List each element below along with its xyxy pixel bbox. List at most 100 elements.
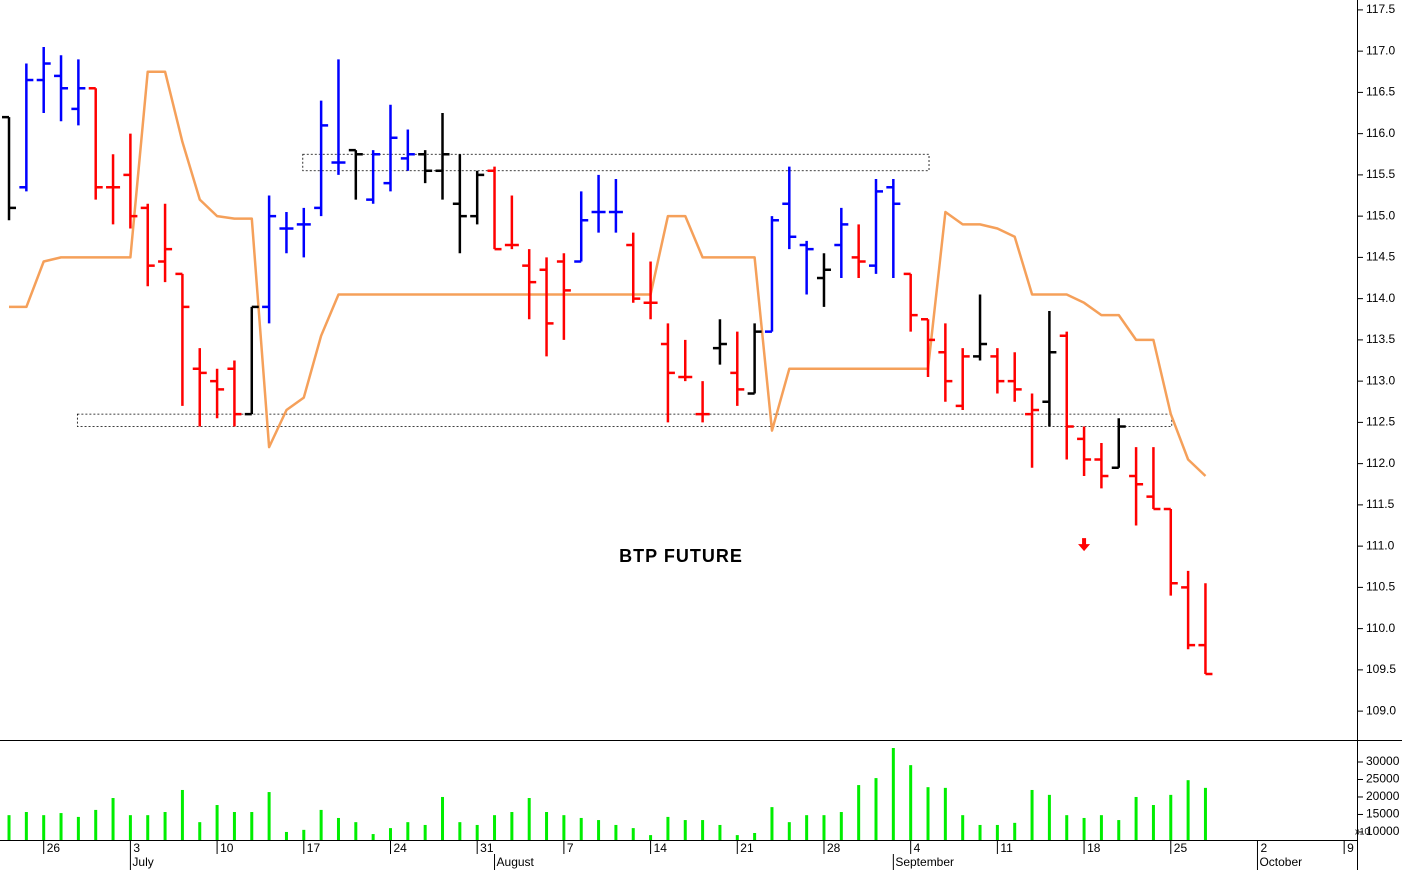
volume-bar (857, 785, 861, 840)
volume-bar (527, 798, 531, 840)
y-tick-label: 116.5 (1366, 85, 1395, 99)
volume-bar (284, 831, 288, 840)
volume-bar (978, 824, 982, 840)
x-tick-label: 17 (307, 841, 321, 855)
y-tick-label: 114.5 (1366, 250, 1395, 264)
y-tick-label: 111.0 (1366, 538, 1395, 552)
volume-bar (475, 824, 479, 840)
volume-bar (770, 807, 774, 840)
volume-bar (1117, 820, 1121, 840)
volume-bar (701, 820, 705, 840)
volume-bar (874, 778, 878, 840)
y-tick-label: 115.5 (1366, 167, 1395, 181)
x-tick-label: 10 (220, 841, 234, 855)
volume-bar (718, 824, 722, 840)
volume-bar (926, 787, 930, 840)
volume-bar (562, 815, 566, 840)
y-tick-label: 109.5 (1366, 662, 1396, 676)
y-tick-label: 110.5 (1366, 580, 1395, 594)
volume-tick-label: 30000 (1366, 754, 1400, 768)
price-zone (76, 413, 1173, 427)
volume-tick-label: 25000 (1366, 772, 1400, 786)
volume-bar (24, 812, 28, 840)
volume-bar (371, 834, 375, 840)
volume-bar (406, 822, 410, 840)
volume-bar (943, 787, 947, 840)
volume-bar (111, 798, 115, 840)
x-tick-label: 28 (827, 841, 841, 855)
volume-bar (753, 833, 757, 840)
volume-bar (1134, 796, 1138, 840)
x-tick-label: 11 (1000, 841, 1013, 855)
volume-bar (163, 812, 167, 840)
volume-bar (735, 835, 739, 840)
volume-bar (1099, 815, 1103, 840)
y-tick-label: 113.5 (1366, 332, 1395, 346)
y-tick-label: 113.0 (1366, 373, 1395, 387)
volume-bar (839, 812, 843, 840)
volume-bar (232, 812, 236, 840)
volume-bar (909, 765, 913, 840)
x-tick-label: 31 (480, 841, 494, 855)
volume-tick-label: 20000 (1366, 789, 1400, 803)
volume-bar (597, 820, 601, 840)
x-tick-label: 3 (133, 841, 140, 855)
volume-bar (250, 812, 254, 840)
volume-bar (336, 817, 340, 840)
volume-bar (7, 815, 11, 840)
volume-bar (1082, 817, 1086, 840)
volume-bar (354, 822, 358, 840)
volume-bar (1013, 822, 1017, 840)
volume-bar (805, 815, 809, 840)
y-tick-label: 114.0 (1366, 291, 1395, 305)
volume-bar (458, 822, 462, 840)
month-label: August (497, 855, 535, 869)
volume-bar (59, 813, 63, 840)
volume-tick-label: 10000 (1366, 824, 1400, 838)
volume-bar (146, 815, 150, 840)
volume-bar (683, 820, 687, 840)
month-label: October (1259, 855, 1302, 869)
x-tick-label: 2 (1260, 841, 1267, 855)
volume-bar (267, 792, 271, 840)
x-tick-label: 9 (1347, 841, 1354, 855)
y-tick-label: 112.5 (1366, 415, 1395, 429)
volume-bar (215, 805, 219, 840)
y-tick-label: 112.0 (1366, 456, 1395, 470)
volume-bar (493, 815, 497, 840)
volume-bar (545, 812, 549, 840)
volume-bar (822, 815, 826, 840)
volume-bar (1203, 787, 1207, 840)
y-tick-label: 111.5 (1366, 497, 1395, 511)
volume-bar (1151, 805, 1155, 840)
volume-bar (198, 822, 202, 840)
y-tick-label: 110.0 (1366, 621, 1395, 635)
volume-bar (631, 828, 635, 840)
volume-bar (1186, 780, 1190, 840)
volume-bar (42, 815, 46, 840)
volume-bar (423, 824, 427, 840)
x-tick-label: 21 (740, 841, 754, 855)
signal-arrow (1078, 538, 1091, 552)
volume-bar (302, 829, 306, 840)
x-tick-label: 7 (567, 841, 574, 855)
volume-tick-label: 15000 (1366, 807, 1400, 821)
volume-bar (510, 812, 514, 840)
month-label: July (132, 855, 153, 869)
volume-bar (1030, 789, 1034, 840)
volume-bar (1169, 794, 1173, 840)
volume-bar (1065, 815, 1069, 840)
volume-bar (441, 796, 445, 840)
y-tick-label: 116.0 (1366, 126, 1395, 140)
x-tick-label: 26 (47, 841, 61, 855)
volume-bar (891, 747, 895, 840)
volume-bar (649, 835, 653, 840)
x-tick-label: 18 (1087, 841, 1101, 855)
x-tick-label: 24 (393, 841, 407, 855)
volume-bar (388, 828, 392, 840)
volume-bar (319, 809, 323, 840)
month-label: September (895, 855, 954, 869)
